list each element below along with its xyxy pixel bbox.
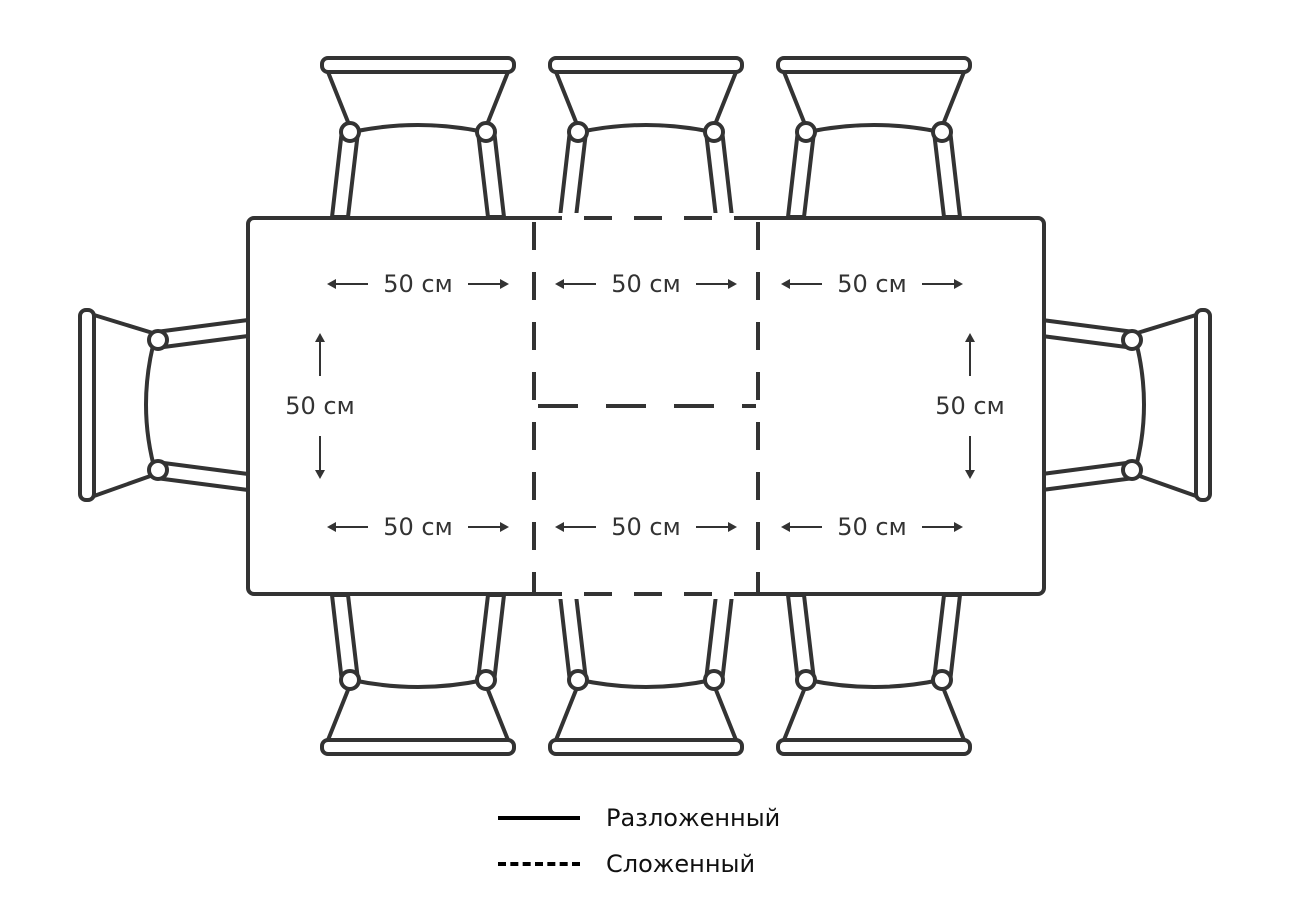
dashed-line-swatch — [498, 862, 580, 866]
chair-top-right — [776, 56, 972, 219]
dimension-top-right: 50 см — [781, 270, 963, 298]
dimension-bottom-right: 50 см — [781, 513, 963, 541]
dimension-left-depth: 50 см — [285, 333, 355, 479]
legend-label-folded: Сложенный — [606, 850, 756, 878]
dimension-top-center: 50 см — [555, 270, 737, 298]
dimension-label: 50 см — [611, 270, 680, 298]
dimension-bottom-center: 50 см — [555, 513, 737, 541]
legend: Разложенный Сложенный — [498, 795, 780, 887]
chair-top-center — [548, 56, 744, 219]
chair-bottom-center — [548, 593, 744, 756]
dimension-label: 50 см — [837, 270, 906, 298]
legend-item-expanded: Разложенный — [498, 795, 780, 841]
dimension-label: 50 см — [383, 513, 452, 541]
dimension-label: 50 см — [383, 270, 452, 298]
chair-bottom-left — [320, 593, 516, 756]
dimension-label: 50 см — [611, 513, 680, 541]
legend-item-folded: Сложенный — [498, 841, 780, 887]
dimension-label: 50 см — [285, 392, 354, 420]
dimension-right-depth: 50 см — [935, 333, 1005, 479]
dimension-top-left: 50 см — [327, 270, 509, 298]
chair-right — [1040, 308, 1212, 502]
chair-bottom-right — [776, 593, 972, 756]
chair-top-left — [320, 56, 516, 219]
legend-label-expanded: Разложенный — [606, 804, 781, 832]
dimension-label: 50 см — [935, 392, 1004, 420]
dimension-bottom-left: 50 см — [327, 513, 509, 541]
dimension-label: 50 см — [837, 513, 906, 541]
folding-leaf — [532, 216, 760, 596]
chair-left — [78, 308, 250, 502]
solid-line-swatch — [498, 816, 580, 820]
